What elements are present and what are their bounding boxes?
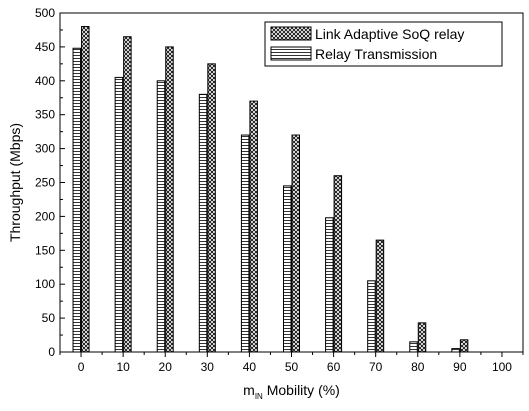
x-tick-label: 20	[159, 360, 173, 374]
y-tick-label: 0	[48, 345, 55, 359]
x-tick-label: 70	[369, 360, 383, 374]
x-tick-label: 30	[201, 360, 215, 374]
x-axis-label-subscript: IN	[255, 392, 263, 401]
legend-swatch-relay-transmission	[270, 46, 312, 61]
y-tick-label: 50	[42, 311, 56, 325]
x-tick-label: 100	[492, 360, 512, 374]
bar-relay-transmission-30	[198, 93, 208, 353]
bar-relay-transmission-90	[451, 348, 460, 353]
x-tick-label: 50	[285, 360, 299, 374]
y-tick-label: 150	[35, 243, 55, 257]
x-tick-labels: 0 10 20 30 40 50 60 70 80 90 100	[78, 360, 513, 374]
bar-relay-transmission-60	[325, 217, 334, 353]
x-axis-label-main: m	[243, 382, 255, 398]
legend-label-relay-transmission: Relay Transmission	[315, 46, 437, 62]
bar-relay-transmission-50	[283, 185, 292, 353]
x-tick-label: 10	[116, 360, 130, 374]
x-axis-label: mIN Mobility (%)	[243, 382, 340, 401]
x-tick-label: 40	[243, 360, 257, 374]
bar-relay-transmission-40	[240, 134, 250, 353]
y-tick-label: 200	[35, 209, 55, 223]
bar-link-adaptive-30	[207, 63, 216, 353]
legend-swatch-link-adaptive	[270, 26, 312, 41]
bars-group	[72, 26, 469, 353]
bar-link-adaptive-60	[333, 175, 343, 353]
y-tick-label: 100	[35, 277, 55, 291]
x-tick-label: 80	[411, 360, 425, 374]
bar-link-adaptive-50	[291, 134, 300, 353]
bar-relay-transmission-20	[156, 80, 166, 353]
x-tick-label: 90	[453, 360, 467, 374]
bar-link-adaptive-90	[459, 339, 469, 353]
legend-label-link-adaptive: Link Adaptive SoQ relay	[315, 26, 464, 42]
bar-relay-transmission-0	[72, 47, 82, 353]
y-tick-label: 250	[35, 176, 55, 190]
y-tick-labels: 0 50 100 150 200 250 300 350 400 450 500	[35, 6, 55, 359]
x-axis-label-rest: Mobility (%)	[263, 382, 340, 398]
bar-link-adaptive-0	[81, 26, 90, 353]
bar-link-adaptive-10	[123, 36, 132, 353]
y-tick-label: 500	[35, 6, 55, 20]
x-tick-label: 60	[327, 360, 341, 374]
y-tick-label: 350	[35, 108, 55, 122]
y-tick-label: 300	[35, 142, 55, 156]
y-axis-label: Throughput (Mbps)	[7, 123, 23, 242]
bar-relay-transmission-70	[367, 280, 376, 353]
bar-relay-transmission-80	[409, 341, 418, 353]
y-tick-label: 400	[35, 74, 55, 88]
bar-link-adaptive-70	[375, 239, 385, 353]
bar-link-adaptive-40	[249, 100, 258, 353]
y-tick-label: 450	[35, 40, 55, 54]
axis-ticks	[59, 12, 524, 357]
bar-relay-transmission-10	[114, 76, 124, 353]
bar-link-adaptive-80	[417, 322, 427, 353]
x-tick-label: 0	[78, 360, 85, 374]
legend: Link Adaptive SoQ relay Relay Transmissi…	[264, 21, 503, 67]
bar-link-adaptive-20	[165, 46, 174, 353]
